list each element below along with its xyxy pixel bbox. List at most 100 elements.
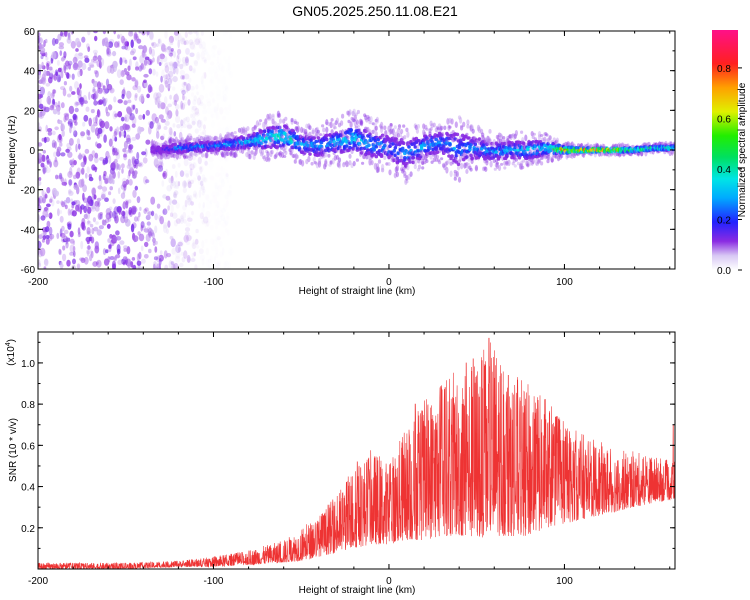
- spectrogram-noise-cell: [158, 114, 164, 120]
- spectrogram-noise-cell: [117, 259, 123, 265]
- spectrogram-noise-cell: [113, 96, 117, 103]
- spectrogram-halo-cell: [532, 132, 536, 136]
- spectrogram-halo-cell: [455, 170, 459, 178]
- spectrogram-noise-cell: [121, 93, 125, 99]
- spectrogram-noise-cell: [60, 232, 66, 238]
- spectrogram-noise-cell: [226, 200, 229, 207]
- spectrogram-noise-cell: [129, 50, 135, 56]
- spectrogram-noise-cell: [123, 140, 128, 150]
- spectrogram-noise-cell: [92, 55, 98, 61]
- spectrogram-noise-cell: [137, 231, 141, 236]
- spectrogram-noise-cell: [67, 151, 73, 158]
- spectrogram-noise-cell: [49, 233, 55, 240]
- spectrogram-noise-cell: [107, 104, 113, 111]
- spectrogram-noise-cell: [158, 161, 162, 169]
- spectrogram-noise-cell: [56, 104, 61, 112]
- spectrogram-noise-cell: [143, 228, 150, 233]
- spectrogram-noise-cell: [184, 199, 188, 208]
- spectrogram-y-tick-label: -40: [21, 225, 36, 236]
- spectrogram-noise-cell: [70, 161, 75, 168]
- spectrogram-noise-cell: [75, 101, 81, 106]
- spectrogram-noise-cell: [219, 210, 223, 218]
- spectrogram-noise-cell: [88, 62, 95, 68]
- spectrogram-halo-cell: [502, 136, 506, 140]
- spectrogram-halo-cell: [284, 150, 288, 155]
- spectrogram-noise-cell: [170, 204, 174, 213]
- spectrogram-noise-cell: [194, 238, 199, 245]
- spectrogram-ridge-cell: [259, 129, 264, 134]
- spectrogram-ridge-cell: [446, 133, 450, 137]
- spectrogram-noise-cell: [186, 234, 192, 242]
- spectrogram-halo-cell: [540, 134, 544, 137]
- spectrogram-noise-cell: [117, 99, 123, 104]
- spectrogram-noise-cell: [211, 120, 215, 128]
- spectrogram-noise-cell: [198, 202, 201, 209]
- spectrogram-noise-cell: [169, 94, 172, 100]
- spectrogram-noise-cell: [93, 156, 99, 164]
- svg-text:(x104): (x104): [5, 339, 17, 366]
- spectrogram-noise-cell: [134, 185, 138, 191]
- spectrogram-noise-cell: [90, 236, 95, 244]
- spectrogram-noise-cell: [222, 83, 227, 91]
- spectrogram-halo-cell: [267, 156, 271, 163]
- spectrogram-noise-cell: [82, 197, 88, 203]
- spectrogram-noise-cell: [77, 154, 83, 160]
- spectrogram-halo-cell: [381, 163, 385, 171]
- spectrogram-noise-cell: [167, 46, 171, 51]
- spectrogram-noise-cell: [120, 70, 125, 78]
- spectrogram-noise-cell: [56, 60, 60, 66]
- spectrogram-noise-cell: [67, 121, 73, 125]
- spectrogram-ridge-cell: [411, 156, 416, 160]
- spectrogram-noise-cell: [225, 125, 229, 131]
- spectrogram-noise-cell: [56, 200, 60, 205]
- spectrogram-halo-cell: [484, 166, 488, 172]
- spectrogram-noise-cell: [94, 245, 100, 254]
- spectrogram-halo-cell: [417, 164, 422, 170]
- spectrogram-noise-cell: [138, 95, 144, 103]
- spectrogram-noise-cell: [44, 226, 50, 233]
- spectrogram-halo-cell: [503, 166, 507, 170]
- colorbar-tick-label: 0.0: [717, 266, 731, 277]
- spectrogram-noise-cell: [153, 256, 159, 261]
- spectrogram-halo-cell: [441, 132, 445, 138]
- spectrogram-halo-cell: [233, 131, 237, 135]
- spectrogram-noise-cell: [121, 168, 124, 174]
- spectrogram-noise-cell: [97, 87, 103, 95]
- spectrogram-ridge-cell: [372, 147, 377, 152]
- spectrogram-halo-cell: [500, 162, 504, 166]
- spectrogram-noise-cell: [151, 210, 155, 217]
- spectrogram-noise-cell: [225, 172, 229, 179]
- spectrogram-noise-cell: [45, 205, 50, 213]
- spectrogram-noise-cell: [118, 164, 121, 171]
- spectrogram-noise-cell: [95, 206, 100, 212]
- spectrogram-noise-cell: [195, 172, 200, 178]
- spectrogram-noise-cell: [163, 74, 169, 79]
- spectrogram-halo-cell: [402, 124, 406, 128]
- spectrogram-noise-cell: [194, 128, 199, 134]
- spectrogram-noise-cell: [227, 62, 231, 72]
- spectrogram-noise-cell: [169, 235, 173, 240]
- snr-y-axis-label: SNR (10 * v/v): [8, 418, 19, 482]
- spectrogram-noise-cell: [39, 44, 45, 49]
- spectrogram-noise-cell: [87, 206, 92, 214]
- spectrogram-noise-cell: [170, 261, 176, 269]
- spectrogram-noise-cell: [93, 91, 99, 100]
- spectrogram-noise-cell: [38, 126, 42, 133]
- spectrogram-halo-cell: [389, 123, 393, 127]
- spectrogram-noise-cell: [84, 57, 90, 63]
- spectrogram-noise-cell: [56, 146, 62, 153]
- spectrogram-halo-cell: [322, 127, 326, 133]
- spectrogram-noise-cell: [48, 226, 53, 236]
- spectrogram-noise-cell: [87, 244, 91, 250]
- spectrogram-halo-cell: [540, 161, 544, 166]
- spectrogram-noise-cell: [226, 215, 230, 220]
- spectrogram-noise-cell: [102, 219, 107, 226]
- spectrogram-noise-cell: [85, 106, 90, 112]
- spectrogram-noise-cell: [77, 60, 83, 68]
- spectrogram-noise-cell: [171, 199, 178, 205]
- spectrogram-noise-cell: [86, 240, 90, 245]
- spectrogram-noise-cell: [220, 178, 225, 188]
- spectrogram-noise-cell: [195, 228, 199, 234]
- spectrogram-noise-cell: [173, 131, 177, 137]
- spectrogram-noise-cell: [58, 172, 63, 180]
